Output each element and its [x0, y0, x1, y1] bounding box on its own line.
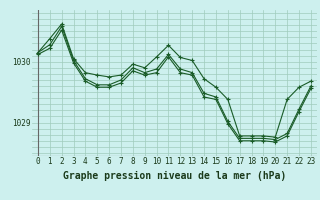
X-axis label: Graphe pression niveau de la mer (hPa): Graphe pression niveau de la mer (hPa) [63, 171, 286, 181]
